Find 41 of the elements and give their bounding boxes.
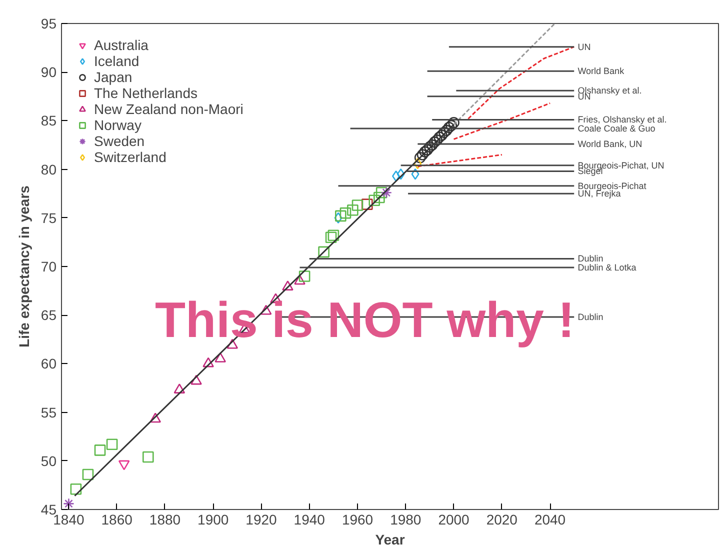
y-tick-label: 65 <box>40 307 57 324</box>
y-tick-label: 75 <box>40 210 57 226</box>
y-axis-title: Life expectancy in years <box>16 185 32 348</box>
x-tick-label: 1900 <box>198 512 229 528</box>
legend-label: The Netherlands <box>94 85 198 101</box>
y-tick-label: 70 <box>40 258 57 274</box>
legend-label: Switzerland <box>94 149 166 165</box>
y-tick-label: 50 <box>40 452 57 469</box>
y-tick-label: 60 <box>40 356 57 372</box>
series-label: Coale Coale & Guo <box>578 123 656 134</box>
x-tick-label: 2000 <box>438 512 470 528</box>
series-label: UN, Frejka <box>578 188 621 199</box>
x-tick-label: 2040 <box>534 512 566 528</box>
y-tick-label: 80 <box>40 161 57 178</box>
series-label: World Bank, UN <box>578 139 642 150</box>
legend-label: Australia <box>94 37 148 53</box>
series-label: Fries, Olshansky et al. <box>578 114 667 125</box>
legend-label: New Zealand non-Maori <box>94 101 244 117</box>
x-tick-label: 1860 <box>101 512 133 528</box>
series-label: Bourgeois-Pichat <box>578 180 647 191</box>
x-tick-label: 1920 <box>246 512 278 528</box>
series-label: UN <box>578 42 591 52</box>
x-tick-label: 1940 <box>294 512 326 528</box>
series-label: Dublin <box>578 254 604 264</box>
legend-label: Japan <box>94 69 132 85</box>
series-label: Dublin & Lotka <box>578 262 636 272</box>
y-tick-label: 85 <box>40 112 57 129</box>
series-label: World Bank <box>578 66 625 76</box>
legend-label: Sweden <box>94 133 145 149</box>
legend-label: Norway <box>94 117 142 133</box>
legend-label: Iceland <box>94 53 140 69</box>
x-tick-label: 1980 <box>390 512 422 528</box>
y-tick-label: 95 <box>40 16 57 32</box>
series-label: Dublin <box>578 312 604 322</box>
y-tick-label: 90 <box>40 64 57 80</box>
x-tick-label: 1960 <box>342 512 374 528</box>
x-axis-title: Year <box>375 532 406 548</box>
series-label: Olshansky et al. <box>578 86 642 96</box>
x-tick-label: 1880 <box>149 512 181 528</box>
y-tick-label: 55 <box>40 404 57 420</box>
x-tick-label: 2020 <box>486 512 518 528</box>
